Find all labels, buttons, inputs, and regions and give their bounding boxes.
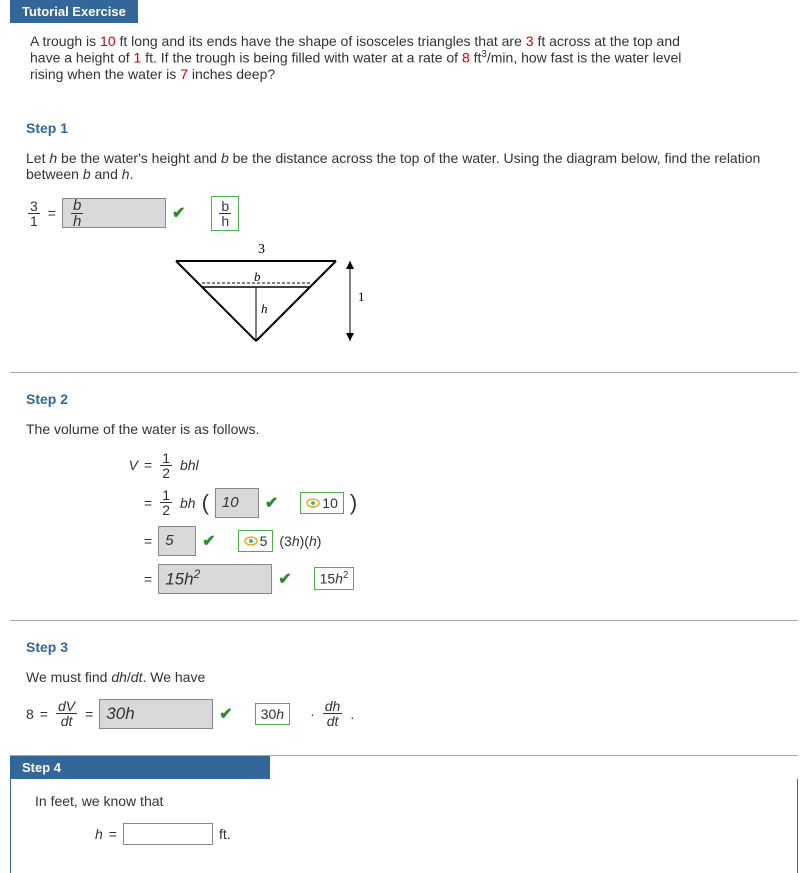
- answer-input-5[interactable]: 5: [158, 526, 196, 556]
- value-across: 3: [526, 33, 534, 49]
- text: rising when the water is: [30, 66, 180, 82]
- answer-input-ratio[interactable]: b h: [62, 198, 166, 228]
- hint-box: 30h: [255, 703, 290, 725]
- text: ft. If the trough is being filled with w…: [141, 50, 462, 66]
- fraction-half: 1 2: [160, 451, 172, 480]
- numerator: 3: [28, 199, 40, 214]
- diagram-label-3: 3: [258, 242, 265, 257]
- answer-input-h[interactable]: [123, 823, 213, 845]
- hint-value: 30h: [261, 706, 284, 722]
- eight: 8: [26, 706, 34, 722]
- unit-ft: ft.: [219, 826, 231, 842]
- hint-box: 5: [238, 530, 274, 552]
- value-rate: 8: [462, 50, 470, 66]
- answer-input-15h2[interactable]: 15h2: [158, 564, 272, 594]
- numerator: 1: [160, 488, 172, 503]
- equals: =: [144, 533, 152, 549]
- denominator: 2: [160, 503, 172, 517]
- numerator: 1: [160, 451, 172, 466]
- h: h: [95, 826, 103, 842]
- text: ft long and its ends have the shape of i…: [116, 33, 526, 49]
- bhl: bhl: [180, 457, 199, 473]
- denominator: dt: [325, 714, 341, 728]
- step-heading: Step 3: [26, 639, 788, 655]
- answer-input-10[interactable]: 10: [215, 488, 259, 518]
- equals: =: [48, 205, 56, 221]
- text: have a height of: [30, 50, 134, 66]
- denominator: dt: [59, 714, 75, 728]
- diagram-label-b: b: [254, 269, 261, 284]
- value-length: 10: [100, 33, 116, 49]
- hint-value: 15h2: [320, 570, 349, 587]
- hint-value: 5: [260, 533, 268, 549]
- period: .: [350, 706, 354, 722]
- numerator: dh: [323, 699, 343, 714]
- step-text: We must find dh/dt. We have: [26, 669, 788, 685]
- tail-3h-h: (3h)(h): [279, 533, 321, 549]
- step-4: In feet, we know that h = ft.: [11, 779, 797, 873]
- answer-input-30h[interactable]: 30h: [99, 699, 213, 729]
- hint-box: 15h2: [314, 567, 355, 590]
- hint-box: 10: [300, 492, 344, 514]
- fraction-3-over-1: 3 1: [28, 199, 40, 228]
- diagram-label-1: 1: [358, 289, 365, 304]
- step-heading: Step 2: [26, 391, 788, 407]
- equals: =: [144, 457, 152, 473]
- check-icon: ✔: [278, 569, 291, 589]
- check-icon: ✔: [265, 493, 278, 513]
- step-text: Let h be the water's height and b be the…: [26, 150, 788, 182]
- step-4-tab: Step 4: [10, 756, 270, 779]
- eye-icon: [306, 496, 320, 510]
- check-icon: ✔: [172, 203, 185, 223]
- text: ft: [470, 50, 482, 66]
- fraction-dh-dt: dh dt: [323, 699, 343, 728]
- step-1: Step 1 Let h be the water's height and b…: [0, 102, 808, 372]
- hint-value: 10: [322, 495, 338, 511]
- denominator: 2: [160, 466, 172, 480]
- denominator: h: [219, 214, 231, 228]
- V: V: [129, 457, 138, 473]
- eye-icon: [244, 534, 258, 548]
- hint-box: b h: [211, 196, 239, 231]
- numerator: dV: [56, 699, 77, 714]
- step-heading: Step 1: [26, 120, 788, 136]
- denominator: h: [71, 214, 83, 229]
- equals: =: [144, 571, 152, 587]
- text: ft across at the top and: [534, 33, 680, 49]
- diagram-label-h: h: [261, 301, 268, 316]
- text: /min, how fast is the water level: [487, 50, 682, 66]
- text: A trough is: [30, 33, 100, 49]
- step-text: The volume of the water is as follows.: [26, 421, 788, 437]
- tutorial-tab: Tutorial Exercise: [10, 0, 138, 23]
- text: inches deep?: [188, 66, 275, 82]
- fraction-half: 1 2: [160, 488, 172, 517]
- equals: =: [144, 495, 152, 511]
- dot: ·: [310, 706, 315, 722]
- step-3: Step 3 We must find dh/dt. We have 8 = d…: [0, 621, 808, 755]
- step-2: Step 2 The volume of the water is as fol…: [0, 373, 808, 620]
- close-paren: ): [350, 490, 357, 516]
- step-text: In feet, we know that: [35, 793, 777, 809]
- check-icon: ✔: [202, 531, 215, 551]
- equals: =: [109, 826, 117, 842]
- fraction-dv-dt: dV dt: [56, 699, 77, 728]
- triangle-diagram: 3 b h 1: [146, 241, 788, 354]
- value-deep: 7: [180, 66, 188, 82]
- equals: =: [85, 706, 93, 722]
- numerator: b: [71, 198, 83, 214]
- denominator: 1: [28, 214, 40, 228]
- problem-statement: A trough is 10 ft long and its ends have…: [0, 23, 808, 102]
- check-icon: ✔: [219, 704, 232, 724]
- bh: bh: [180, 495, 196, 511]
- equals: =: [40, 706, 48, 722]
- numerator: b: [219, 199, 231, 214]
